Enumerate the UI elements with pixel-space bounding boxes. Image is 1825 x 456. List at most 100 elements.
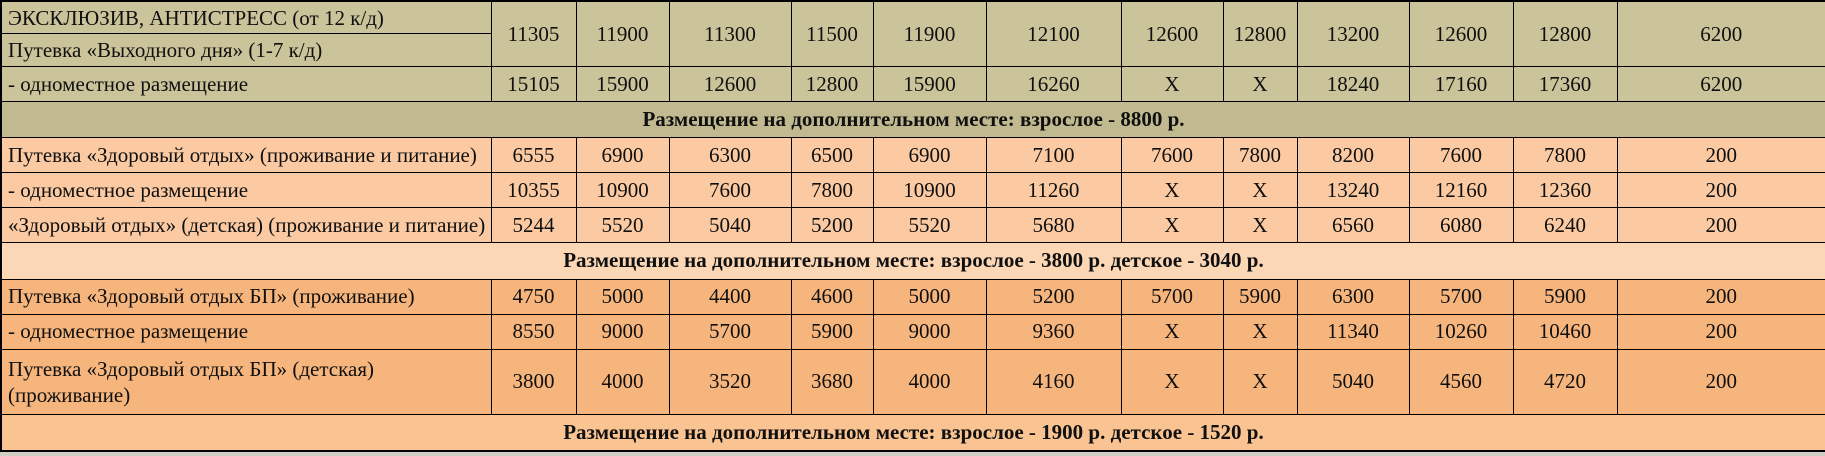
price-cell: 5680 xyxy=(985,207,1122,244)
price-cell: 17160 xyxy=(1408,66,1514,103)
table-row: Путевка «Здоровый отдых БП» (проживание)… xyxy=(0,278,1825,315)
price-cell: X xyxy=(1120,207,1224,244)
price-cell: X xyxy=(1222,348,1298,416)
price-cell: 10900 xyxy=(575,172,670,209)
price-cell: 8200 xyxy=(1296,137,1410,174)
table-row: «Здоровый отдых» (детская) (проживание и… xyxy=(0,207,1825,244)
price-cell: 6240 xyxy=(1512,207,1618,244)
price-cell: X xyxy=(1222,313,1298,350)
price-cell: 8550 xyxy=(490,313,577,350)
price-cell: 7800 xyxy=(1512,137,1618,174)
price-cell: 5244 xyxy=(490,207,577,244)
price-cell: 11305 xyxy=(490,0,577,68)
price-cell: 5700 xyxy=(668,313,792,350)
price-cell: 11900 xyxy=(872,0,987,68)
price-cell: 6300 xyxy=(668,137,792,174)
price-cell: 11900 xyxy=(575,0,670,68)
price-cell: 5900 xyxy=(1222,278,1298,315)
price-cell: 11300 xyxy=(668,0,792,68)
price-cell: 200 xyxy=(1616,278,1825,315)
price-cell: 5200 xyxy=(985,278,1122,315)
price-cell: 6500 xyxy=(790,137,874,174)
price-cell: X xyxy=(1222,172,1298,209)
price-cell: 7600 xyxy=(668,172,792,209)
row-label: Путевка «Выходного дня» (1-7 к/д) xyxy=(0,33,492,68)
section-banner: Размещение на дополнительном месте: взро… xyxy=(0,414,1825,452)
price-cell: 3520 xyxy=(668,348,792,416)
row-label-line: (проживание) xyxy=(8,382,131,407)
price-cell: X xyxy=(1120,313,1224,350)
row-label-line: Путевка «Здоровый отдых БП» (детская) xyxy=(8,356,374,381)
banner-row: Размещение на дополнительном месте: взро… xyxy=(0,414,1825,452)
banner-row: Размещение на дополнительном месте: взро… xyxy=(0,101,1825,139)
price-cell: 11340 xyxy=(1296,313,1410,350)
price-cell: 4000 xyxy=(575,348,670,416)
price-cell: 4400 xyxy=(668,278,792,315)
price-cell: 5040 xyxy=(1296,348,1410,416)
price-cell: 12600 xyxy=(668,66,792,103)
price-cell: 200 xyxy=(1616,348,1825,416)
price-cell: 7800 xyxy=(790,172,874,209)
price-cell: 200 xyxy=(1616,207,1825,244)
table-row: Путевка «Здоровый отдых» (проживание и п… xyxy=(0,137,1825,174)
price-cell: 4750 xyxy=(490,278,577,315)
price-cell: 9360 xyxy=(985,313,1122,350)
table-row: - одноместное размещение 10355 10900 7600 78… xyxy=(0,172,1825,209)
price-cell: 15900 xyxy=(872,66,987,103)
price-cell: 7600 xyxy=(1408,137,1514,174)
price-cell: 5000 xyxy=(575,278,670,315)
price-cell: 5700 xyxy=(1408,278,1514,315)
price-cell: 5900 xyxy=(1512,278,1618,315)
price-cell: 5700 xyxy=(1120,278,1224,315)
table-row: - одноместное размещение 8550 9000 5700 5900… xyxy=(0,313,1825,350)
table-row: ЭКСКЛЮЗИВ, АНТИСТРЕСС (от 12 к/д) 11305 11… xyxy=(0,0,1825,68)
price-cell: 10900 xyxy=(872,172,987,209)
price-cell: 11260 xyxy=(985,172,1122,209)
price-cell: 15105 xyxy=(490,66,577,103)
row-label: Путевка «Здоровый отдых БП» (проживание) xyxy=(0,278,492,315)
price-cell: 17360 xyxy=(1512,66,1618,103)
price-cell: 12800 xyxy=(1512,0,1618,68)
price-cell: 200 xyxy=(1616,172,1825,209)
row-label: ЭКСКЛЮЗИВ, АНТИСТРЕСС (от 12 к/д) xyxy=(0,0,492,35)
price-cell: 12800 xyxy=(1222,0,1298,68)
price-cell: 13240 xyxy=(1296,172,1410,209)
price-cell: 15900 xyxy=(575,66,670,103)
price-cell: 7600 xyxy=(1120,137,1224,174)
price-cell: 4720 xyxy=(1512,348,1618,416)
price-cell: 5040 xyxy=(668,207,792,244)
price-cell: 4560 xyxy=(1408,348,1514,416)
price-cell: 5520 xyxy=(575,207,670,244)
price-cell: 6080 xyxy=(1408,207,1514,244)
price-cell: 3680 xyxy=(790,348,874,416)
section-banner: Размещение на дополнительном месте: взро… xyxy=(0,242,1825,280)
section-banner: Размещение на дополнительном месте: взро… xyxy=(0,101,1825,139)
price-cell: 11500 xyxy=(790,0,874,68)
row-label: - одноместное размещение xyxy=(0,172,492,209)
price-cell: 9000 xyxy=(872,313,987,350)
price-cell: X xyxy=(1120,348,1224,416)
price-cell: X xyxy=(1120,66,1224,103)
banner-row: Размещение на дополнительном месте: взро… xyxy=(0,242,1825,280)
price-cell: 6555 xyxy=(490,137,577,174)
price-cell: 12160 xyxy=(1408,172,1514,209)
price-cell: 200 xyxy=(1616,313,1825,350)
price-cell: 13200 xyxy=(1296,0,1410,68)
price-cell: X xyxy=(1222,207,1298,244)
price-cell: 6900 xyxy=(872,137,987,174)
price-cell: 12600 xyxy=(1408,0,1514,68)
price-cell: 6300 xyxy=(1296,278,1410,315)
price-cell: 5000 xyxy=(872,278,987,315)
price-cell: 6200 xyxy=(1616,66,1825,103)
price-cell: 6560 xyxy=(1296,207,1410,244)
price-cell: 16260 xyxy=(985,66,1122,103)
row-label: - одноместное размещение xyxy=(0,66,492,103)
row-label: - одноместное размещение xyxy=(0,313,492,350)
price-cell: 3800 xyxy=(490,348,577,416)
price-cell: 4000 xyxy=(872,348,987,416)
price-cell: 10355 xyxy=(490,172,577,209)
price-cell: X xyxy=(1120,172,1224,209)
